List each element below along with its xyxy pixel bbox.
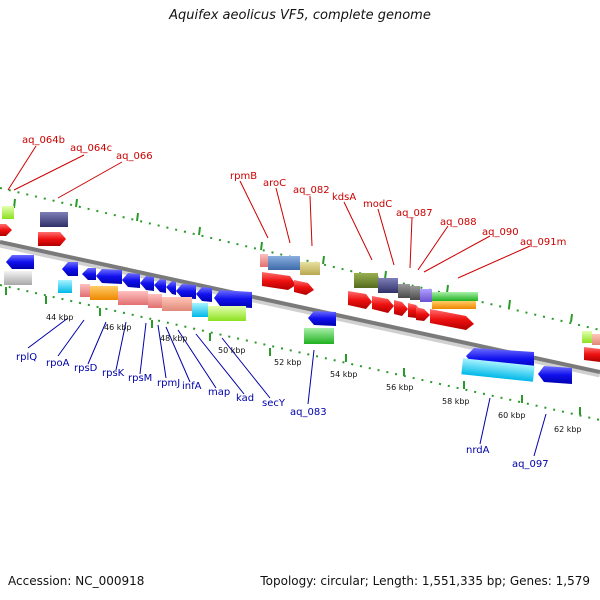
bottom-leader-lines <box>27 317 547 457</box>
gene-block-cyan-1[interactable] <box>58 280 72 293</box>
gene-label-aq-064b[interactable]: aq_064b <box>22 135 65 146</box>
gene-block-steel-2[interactable] <box>268 256 300 270</box>
gene-arrow-red-6[interactable] <box>394 300 408 316</box>
gene-block-navy-1[interactable] <box>40 212 68 227</box>
kbp-scale-labels: 44 kbp 46 kbp 48 kbp 50 kbp 52 kbp 54 kb… <box>46 313 582 434</box>
gene-arrow-blue-7[interactable] <box>166 281 176 295</box>
gene-block-salmon-right[interactable] <box>592 334 600 345</box>
gene-arrow-red-1[interactable] <box>38 232 66 246</box>
gene-arrow-blue-9[interactable] <box>196 287 212 302</box>
gene-arrow-red-5[interactable] <box>372 296 394 313</box>
gene-block-olive-3[interactable] <box>354 273 378 288</box>
gene-label-kdsa[interactable]: kdsA <box>332 192 356 203</box>
inner-dotted-track <box>0 284 600 421</box>
top-leader-lines <box>7 145 531 279</box>
gene-label-aq-091m[interactable]: aq_091m <box>520 237 566 248</box>
gene-label-rpsk[interactable]: rpsK <box>102 368 125 379</box>
gene-block-cyan-12[interactable] <box>461 358 535 382</box>
gene-block-navy-3[interactable] <box>378 278 398 293</box>
gene-arrow-blue-10[interactable] <box>214 290 252 308</box>
gene-arrow-blue-13[interactable] <box>538 366 572 384</box>
gene-label-modc[interactable]: modC <box>363 199 392 210</box>
gene-arrow-blue-6[interactable] <box>154 279 166 293</box>
gene-arrow-blue-3[interactable] <box>96 269 122 284</box>
gene-block-lime-right[interactable] <box>582 331 592 343</box>
gene-block-cyan-e[interactable] <box>192 303 208 317</box>
gene-block-purple-3[interactable] <box>420 289 432 302</box>
gene-label-aq-090[interactable]: aq_090 <box>482 227 519 238</box>
gene-arrow-red-4[interactable] <box>348 291 372 309</box>
gene-block-green-11[interactable] <box>304 328 334 344</box>
gene-label-aq-097[interactable]: aq_097 <box>512 459 549 470</box>
gene-block-green-3[interactable] <box>432 292 478 301</box>
kbp-label-58: 58 kbp <box>442 397 470 406</box>
gene-arrow-blue-2[interactable] <box>82 268 96 280</box>
gene-label-aq-083[interactable]: aq_083 <box>290 407 327 418</box>
gene-label-aroc[interactable]: aroC <box>263 178 286 189</box>
gene-label-nrda[interactable]: nrdA <box>466 445 490 456</box>
gene-label-secy[interactable]: secY <box>262 398 286 409</box>
kbp-label-48: 48 kbp <box>160 334 188 343</box>
kbp-label-56: 56 kbp <box>386 383 414 392</box>
gene-label-rpsm[interactable]: rpsM <box>128 373 152 384</box>
outer-major-ticks <box>13 198 573 323</box>
bottom-gene-labels: rplQ rpoA rpsD rpsK rpsM rpmJ infA map k… <box>16 352 549 470</box>
gene-arrow-blue-left[interactable] <box>6 255 34 269</box>
gene-label-aq-066[interactable]: aq_066 <box>116 151 153 162</box>
inner-major-ticks <box>5 287 581 415</box>
gene-arrow-red-9[interactable] <box>430 309 474 330</box>
gene-arrow-red-2[interactable] <box>262 272 296 290</box>
top-gene-labels: aq_064b aq_064c aq_066 rpmB aroC aq_082 … <box>22 135 566 248</box>
kbp-label-50: 50 kbp <box>218 346 246 355</box>
gene-block-pink-2[interactable] <box>260 254 268 267</box>
gene-block-pink-b[interactable] <box>118 291 148 305</box>
kbp-label-46: 46 kbp <box>104 323 132 332</box>
accession-text: Accession: NC_000918 <box>8 574 145 588</box>
gene-label-rpoa[interactable]: rpoA <box>46 358 70 369</box>
gene-arrow-blue-1[interactable] <box>62 262 78 276</box>
gene-arrow-red-left[interactable] <box>0 224 12 236</box>
gene-block-khaki-2[interactable] <box>300 262 320 275</box>
gene-block-orange-3[interactable] <box>432 301 476 309</box>
gene-arrow-blue-4[interactable] <box>122 273 140 288</box>
gene-label-aq-087[interactable]: aq_087 <box>396 208 433 219</box>
gene-arrow-red-3[interactable] <box>294 280 314 295</box>
genome-stats-text: Topology: circular; Length: 1,551,335 bp… <box>260 574 590 588</box>
gene-block-grey-left[interactable] <box>4 271 32 285</box>
kbp-label-60: 60 kbp <box>498 411 526 420</box>
kbp-label-44: 44 kbp <box>46 313 74 322</box>
gene-label-map[interactable]: map <box>208 387 230 398</box>
gene-label-rpmb[interactable]: rpmB <box>230 171 257 182</box>
gene-label-rpsd[interactable]: rpsD <box>74 363 98 374</box>
gene-label-aq-082[interactable]: aq_082 <box>293 185 330 196</box>
map-title: Aquifex aeolicus VF5, complete genome <box>169 8 431 23</box>
gene-block-lime-left[interactable] <box>2 206 14 219</box>
kbp-label-62: 62 kbp <box>554 425 582 434</box>
kbp-label-52: 52 kbp <box>274 358 302 367</box>
gene-block-orange-a[interactable] <box>90 286 118 300</box>
gene-label-aq-088[interactable]: aq_088 <box>440 217 477 228</box>
gene-block-lime-f[interactable] <box>208 306 246 321</box>
gene-arrow-blue-5[interactable] <box>140 276 154 291</box>
gene-label-infa[interactable]: infA <box>182 381 202 392</box>
gene-arrow-blue-11[interactable] <box>308 311 336 326</box>
gene-label-rpmj[interactable]: rpmJ <box>157 378 180 389</box>
gene-arrow-red-right[interactable] <box>584 347 600 362</box>
gene-label-kad[interactable]: kad <box>236 393 254 404</box>
gene-label-rplq[interactable]: rplQ <box>16 352 37 363</box>
gene-arrow-blue-8[interactable] <box>176 284 196 299</box>
gene-block-salmon-d[interactable] <box>162 297 192 311</box>
gene-block-dgrey-4[interactable] <box>410 286 420 300</box>
gene-label-aq-064c[interactable]: aq_064c <box>70 143 112 154</box>
outer-dotted-track <box>0 187 600 331</box>
kbp-label-54: 54 kbp <box>330 370 358 379</box>
gene-arrow-red-8[interactable] <box>416 307 430 321</box>
gene-block-pink-a[interactable] <box>80 284 90 297</box>
gene-block-pink-c[interactable] <box>148 294 162 308</box>
gene-block-dgrey-3[interactable] <box>398 284 410 298</box>
